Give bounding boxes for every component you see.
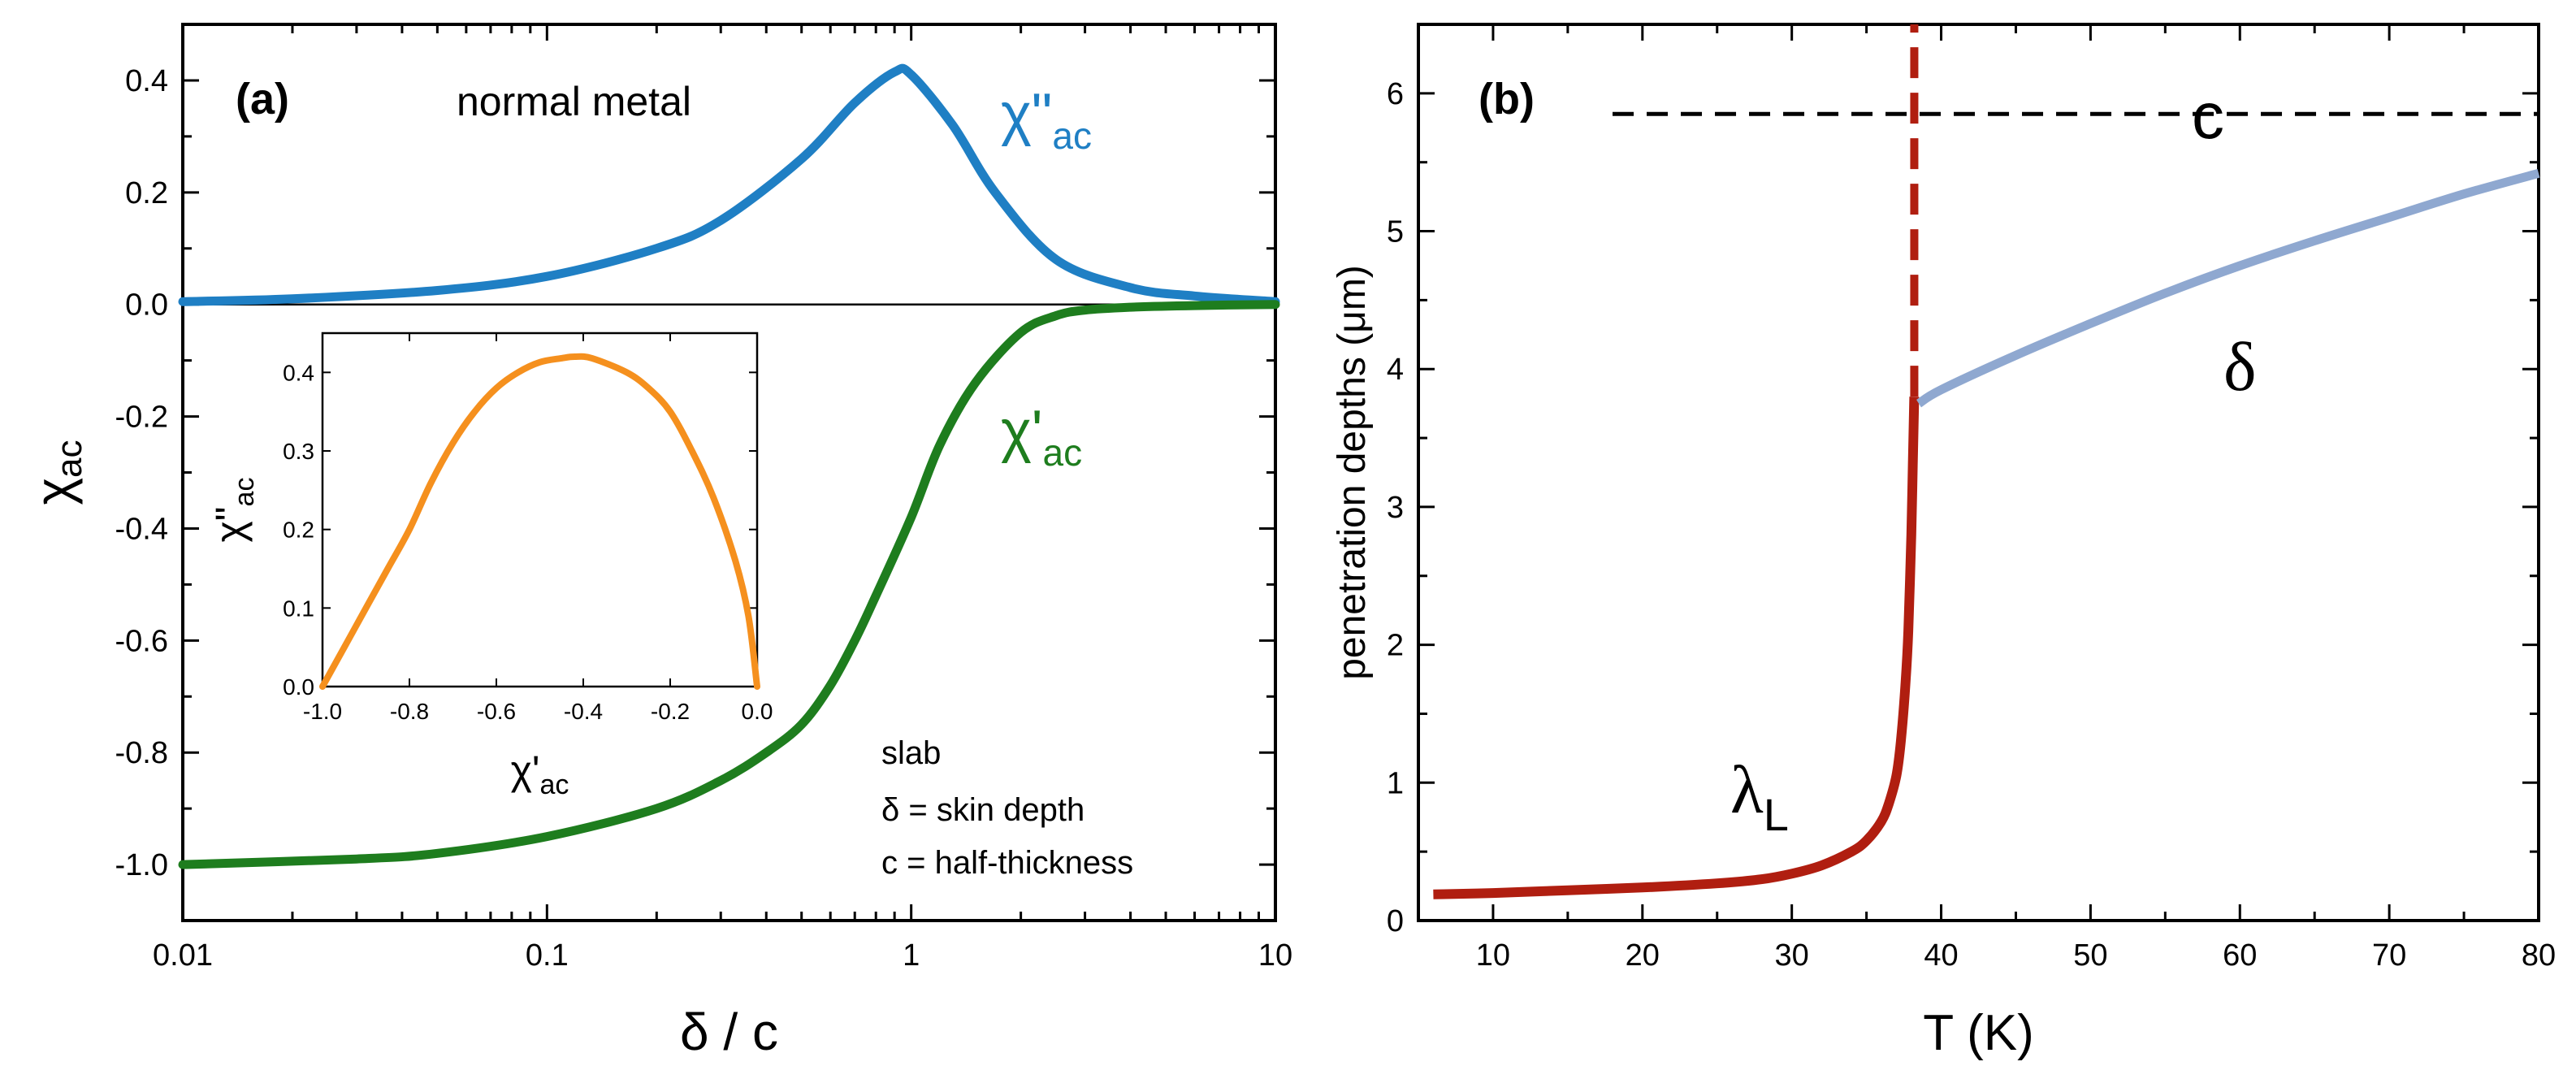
label-chi-double-prime: χ"ac <box>1001 82 1092 157</box>
x-tick-label: 80 <box>2522 938 2556 973</box>
x-tick-label: 10 <box>1258 938 1292 973</box>
inset-x-tick-label: -0.2 <box>651 699 690 724</box>
inset-x-tick-label: -0.4 <box>564 699 603 724</box>
y-tick-label: 6 <box>1387 77 1404 111</box>
inset-series-line <box>319 353 760 690</box>
inset-y-tick-label: 0.0 <box>283 674 314 700</box>
inset-x-tick-label: -0.6 <box>477 699 516 724</box>
y-tick-label: -1.0 <box>115 848 168 882</box>
inset-x-tick-label: -1.0 <box>303 699 342 724</box>
inset-y-tick-label: 0.2 <box>283 518 314 543</box>
y-tick-label: -0.6 <box>115 624 168 658</box>
x-tick-label: 20 <box>1626 938 1660 973</box>
x-tick-label: 1 <box>903 938 920 973</box>
x-tick-label: 0.1 <box>526 938 569 973</box>
label-c: c <box>2192 80 2224 152</box>
label-delta: δ <box>2223 327 2257 405</box>
label-c-main: c <box>2192 80 2224 152</box>
panel-label-a: (a) <box>236 75 289 124</box>
label-chi-double-prime-main: χ" <box>1001 82 1052 147</box>
annotation-half-thickness: c = half-thickness <box>881 845 1133 881</box>
y-tick-label: 2 <box>1387 629 1404 663</box>
label-lambda-l-sub: L <box>1764 789 1789 840</box>
x-axis-label: δ / c <box>680 1003 778 1061</box>
y-axis-label: χac <box>24 440 89 505</box>
series-line-delta <box>1916 168 2540 408</box>
inset-y-axis-label: χ"ac <box>207 478 260 543</box>
y-tick-label: -0.2 <box>115 401 168 435</box>
x-tick-label: 40 <box>1924 938 1958 973</box>
x-tick-label: 70 <box>2372 938 2406 973</box>
x-tick-label: 60 <box>2223 938 2257 973</box>
x-tick-label: 30 <box>1775 938 1809 973</box>
label-delta-main: δ <box>2223 327 2257 405</box>
inset-y-axis-label-main: χ" <box>207 506 253 542</box>
y-tick-label: 1 <box>1387 766 1404 800</box>
y-tick-label: 4 <box>1387 353 1404 387</box>
panel-label-b: (b) <box>1478 75 1535 124</box>
inset-x-axis-label-main: χ' <box>511 748 540 793</box>
x-tick-label: 10 <box>1476 938 1510 973</box>
inset-x-axis-label: χ'ac <box>511 748 569 800</box>
series-line-chi-double-prime <box>178 63 1280 306</box>
series-line-lambda-l <box>1433 396 1920 899</box>
annotation-slab: slab <box>881 735 941 771</box>
x-axis-label: T (K) <box>1923 1005 2034 1061</box>
label-chi-double-prime-sub: ac <box>1052 115 1092 157</box>
annotation-skin-depth: δ = skin depth <box>881 792 1085 828</box>
inset-y-tick-label: 0.4 <box>283 360 314 385</box>
inset-y-tick-label: 0.3 <box>283 439 314 464</box>
label-chi-prime-sub: ac <box>1043 431 1083 474</box>
plot-frame-b <box>1417 23 2540 922</box>
y-tick-label: 5 <box>1387 215 1404 249</box>
inset: -1.0 -0.8 -0.6 -0.4 -0.2 0.0 0.0 0.1 0.2 0.3 0.4 χ'… <box>207 332 773 800</box>
label-chi-prime-main: χ' <box>1001 399 1043 464</box>
y-tick-label: 0.0 <box>125 288 168 323</box>
y-tick-label: 0.4 <box>125 64 168 98</box>
y-tick-label: 0 <box>1387 904 1404 938</box>
normal-metal-annotation: normal metal <box>457 79 691 124</box>
label-lambda-l-main: λ <box>1730 752 1764 828</box>
inset-x-tick-label: 0.0 <box>742 699 773 724</box>
series-line-chi-prime <box>178 300 1280 869</box>
inset-y-axis-label-sub: ac <box>229 478 260 507</box>
y-tick-label: -0.4 <box>115 512 168 546</box>
y-axis-label-main: χ <box>24 478 83 505</box>
inset-x-axis-label-sub: ac <box>539 769 569 800</box>
inset-y-tick-label: 0.1 <box>283 596 314 621</box>
y-tick-label: 3 <box>1387 491 1404 525</box>
label-chi-prime: χ'ac <box>1001 399 1082 474</box>
x-axis-label-text: δ / c <box>680 1003 778 1061</box>
panel-a: 0.01 0.1 1 10 -1.0 -0.8 -0.6 -0.4 -0.2 0.0 0.2 0.4 δ… <box>24 23 1292 1061</box>
y-tick-label: 0.2 <box>125 176 168 210</box>
y-axis-label: penetration depths (μm) <box>1331 265 1374 680</box>
y-axis-label-sub: ac <box>50 440 89 477</box>
y-tick-label: -0.8 <box>115 736 168 770</box>
inset-x-tick-label: -0.8 <box>390 699 429 724</box>
label-lambda-l: λL <box>1730 752 1789 840</box>
x-tick-label: 50 <box>2073 938 2107 973</box>
x-tick-label: 0.01 <box>153 938 213 973</box>
inset-frame <box>321 332 759 688</box>
